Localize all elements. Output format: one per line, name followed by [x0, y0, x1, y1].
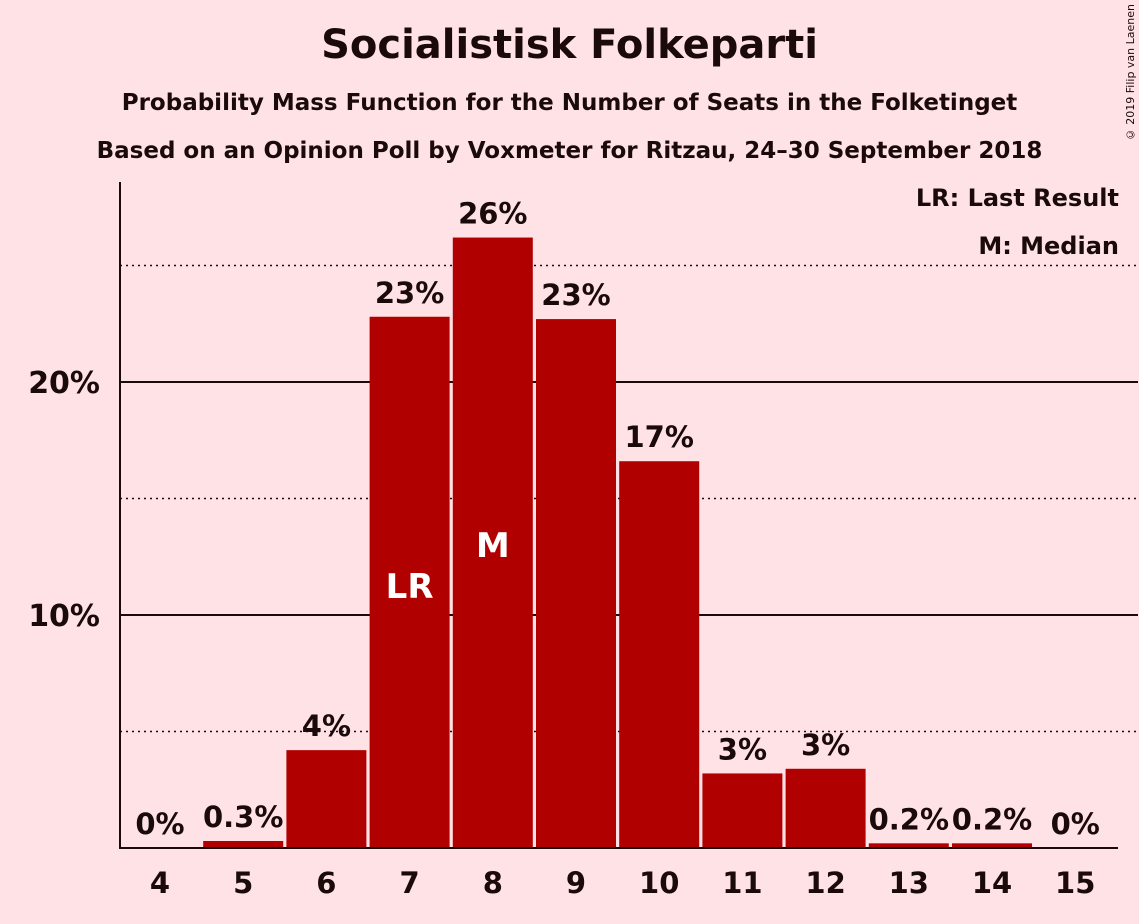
bar-value-label: 23%	[541, 278, 610, 312]
x-tick-label: 6	[316, 866, 336, 900]
legend-last-result: LR: Last Result	[915, 184, 1119, 212]
bar-value-label: 0.2%	[869, 802, 949, 836]
bars	[203, 237, 1032, 849]
bar-value-label: 3%	[801, 728, 850, 762]
bar-marker-lr: LR	[386, 567, 434, 607]
bar-value-label: 0.2%	[952, 802, 1032, 836]
x-tick-label: 4	[150, 866, 170, 900]
x-tick-label: 13	[889, 866, 929, 900]
bar-value-label: 17%	[624, 420, 693, 454]
x-tick-label: 14	[972, 866, 1012, 900]
bar-seats-14	[952, 843, 1032, 848]
legend-median: M: Median	[978, 232, 1119, 260]
chart-title: Socialistisk Folkeparti	[321, 22, 818, 68]
x-tick-label: 11	[722, 866, 762, 900]
x-tick-labels: 4 5 6 7 8 9 10 11 12 13 14 15	[150, 866, 1095, 900]
x-tick-label: 12	[805, 866, 845, 900]
bar-seats-12	[785, 768, 866, 848]
bar-value-label: 4%	[302, 709, 351, 743]
bar-seats-6	[286, 750, 367, 848]
x-tick-label: 8	[483, 866, 503, 900]
y-tick-label: 10%	[28, 599, 100, 634]
x-tick-label: 5	[233, 866, 253, 900]
bar-seats-7	[369, 316, 450, 848]
bar-value-label: 23%	[375, 276, 444, 310]
bar-value-label: 26%	[458, 197, 527, 231]
bar-value-label: 0%	[1051, 807, 1100, 841]
x-tick-label: 7	[400, 866, 420, 900]
bar-value-label: 0%	[135, 807, 184, 841]
bar-seats-10	[619, 461, 700, 848]
bar-seats-13	[868, 843, 949, 848]
chart-source: Based on an Opinion Poll by Voxmeter for…	[96, 138, 1043, 164]
chart-subtitle: Probability Mass Function for the Number…	[121, 90, 1018, 116]
bar-seats-8	[452, 237, 533, 849]
bar-labels: 0% 0.3% 4% 23% LR 26% M 23% 17% 3% 3% 0.2% 0.2% 0%	[135, 197, 1099, 841]
x-tick-label: 15	[1055, 866, 1095, 900]
x-tick-label: 10	[639, 866, 679, 900]
bar-value-label: 0.3%	[203, 800, 283, 834]
y-tick-labels: 10% 20%	[28, 366, 100, 634]
bar-seats-5	[203, 841, 284, 848]
bar-value-label: 3%	[718, 732, 767, 766]
x-tick-label: 9	[566, 866, 586, 900]
bar-seats-9	[536, 319, 616, 849]
y-tick-label: 20%	[28, 366, 100, 401]
bar-marker-m: M	[476, 526, 510, 566]
bar-seats-11	[702, 773, 783, 848]
